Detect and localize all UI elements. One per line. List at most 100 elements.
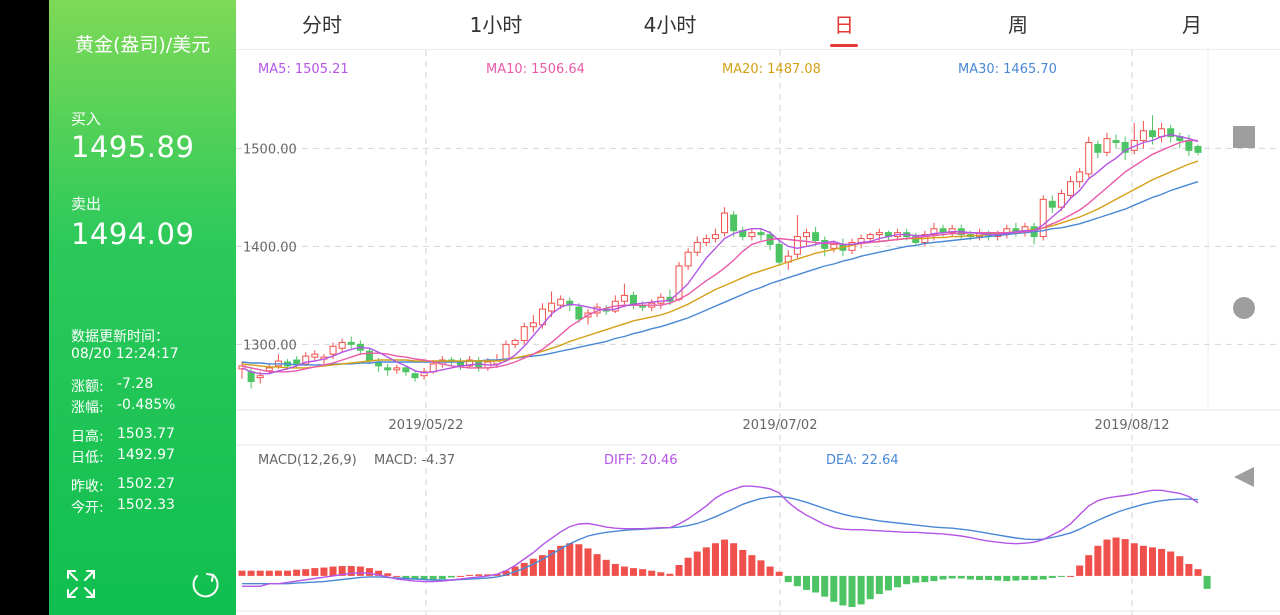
candle-body xyxy=(256,375,264,379)
macd-bar xyxy=(274,570,282,576)
tab-4hour[interactable]: 4小时 xyxy=(643,13,697,37)
diff-line xyxy=(242,485,1199,587)
expand-button[interactable] xyxy=(63,566,99,602)
candle-body xyxy=(1167,128,1175,138)
macd-bar xyxy=(666,573,674,576)
macd-bar xyxy=(411,575,419,580)
stat-change-pct: 涨幅: -0.485% xyxy=(71,397,175,417)
macd-bar xyxy=(620,566,628,576)
macd-bar xyxy=(548,549,556,576)
macd-bar xyxy=(484,574,492,576)
tab-week[interactable]: 周 xyxy=(1008,13,1028,37)
back-button[interactable] xyxy=(1232,465,1256,489)
tab-month[interactable]: 月 xyxy=(1182,13,1202,37)
macd-bar xyxy=(684,557,692,576)
candle-body xyxy=(466,359,474,367)
stat-value: 1503.77 xyxy=(117,426,175,442)
macd-bar xyxy=(1103,539,1111,576)
stat-open: 今开: 1502.33 xyxy=(71,497,175,517)
candle-body xyxy=(757,232,765,236)
legend-ma10: MA10: 1506.64 xyxy=(486,62,585,77)
macd-bar xyxy=(1112,537,1120,576)
candle-body xyxy=(775,243,783,263)
y-tick-1400: 1400.00 xyxy=(243,240,297,255)
candle-body xyxy=(1121,142,1129,153)
macd-bar xyxy=(1021,575,1029,581)
macd-value: MACD: -4.37 xyxy=(374,453,455,468)
macd-bar xyxy=(365,568,373,576)
macd-bar xyxy=(438,575,446,579)
tab-minute[interactable]: 分时 xyxy=(302,13,342,37)
macd-title: MACD(12,26,9) xyxy=(258,453,357,468)
macd-bar xyxy=(1030,575,1038,581)
macd-bar xyxy=(930,575,938,582)
candle-body xyxy=(566,300,574,306)
candle-body xyxy=(511,339,519,345)
kline-chart[interactable]: MA5: 1505.21 MA10: 1506.64 MA20: 1487.08… xyxy=(236,50,1280,615)
y-tick-1300: 1300.00 xyxy=(243,338,297,353)
candle-body xyxy=(329,345,337,355)
stat-key: 涨额: xyxy=(71,379,104,395)
stat-key: 昨收: xyxy=(71,479,104,495)
tab-1hour[interactable]: 1小时 xyxy=(469,13,523,37)
candle-body xyxy=(557,298,565,306)
ma20-line xyxy=(241,160,1199,369)
candle-body xyxy=(875,232,883,236)
refresh-icon xyxy=(192,573,219,598)
candle-body xyxy=(802,232,810,238)
tab-day[interactable]: 日 xyxy=(784,0,904,50)
macd-bar xyxy=(912,575,920,583)
macd-bar xyxy=(256,570,264,576)
candle-body xyxy=(1185,140,1193,151)
candle-body xyxy=(657,296,665,304)
refresh-button[interactable] xyxy=(187,566,223,602)
macd-bar xyxy=(994,575,1002,581)
expand-icon xyxy=(67,570,95,598)
macd-bar xyxy=(593,554,601,576)
chart-grid xyxy=(236,50,1280,615)
circle-button[interactable] xyxy=(1233,297,1255,319)
candle-body xyxy=(730,214,738,232)
macd-bar xyxy=(347,566,355,576)
candle-body xyxy=(721,212,729,234)
macd-bar xyxy=(957,575,965,579)
legend-ma5: MA5: 1505.21 xyxy=(258,62,349,77)
stat-value: 1492.97 xyxy=(117,447,175,463)
macd-bar xyxy=(966,575,974,580)
candle-body xyxy=(793,236,801,255)
candle-body xyxy=(311,353,319,358)
macd-bar xyxy=(1121,539,1129,576)
stat-prev-close: 昨收: 1502.27 xyxy=(71,476,175,496)
macd-bar xyxy=(657,572,665,576)
buy-label: 买入 xyxy=(71,110,102,128)
macd-bar xyxy=(766,566,774,576)
macd-bar xyxy=(975,575,983,581)
macd-bar xyxy=(1194,569,1202,576)
macd-bar xyxy=(1067,575,1075,577)
candle-body xyxy=(502,343,510,361)
macd-bar xyxy=(1185,563,1193,576)
quote-panel: 黄金(盎司)/美元 买入 1495.89 卖出 1494.09 数据更新时间： … xyxy=(49,0,236,615)
macd-bar xyxy=(575,544,583,576)
candle-body xyxy=(702,238,710,243)
ma5-line xyxy=(241,133,1199,375)
macd-bar xyxy=(457,575,465,577)
candle-body xyxy=(693,241,701,253)
macd-bar xyxy=(748,555,756,576)
update-time: 08/20 12:24:17 xyxy=(71,346,179,362)
stat-value: -7.28 xyxy=(117,376,154,392)
x-tick-0812: 2019/08/12 xyxy=(1095,418,1170,433)
macd-bar xyxy=(830,575,838,602)
candle-body xyxy=(830,243,838,249)
square-button[interactable] xyxy=(1233,126,1255,148)
macd-bar xyxy=(784,575,792,583)
candle-body xyxy=(393,367,401,371)
back-triangle-icon xyxy=(1234,467,1254,487)
macd-bar xyxy=(721,539,729,576)
macd-bar xyxy=(1057,575,1065,577)
candle-body xyxy=(402,367,410,373)
macd-bar xyxy=(311,568,319,576)
dea-value: DEA: 22.64 xyxy=(826,453,899,468)
macd-bar xyxy=(1176,556,1184,576)
